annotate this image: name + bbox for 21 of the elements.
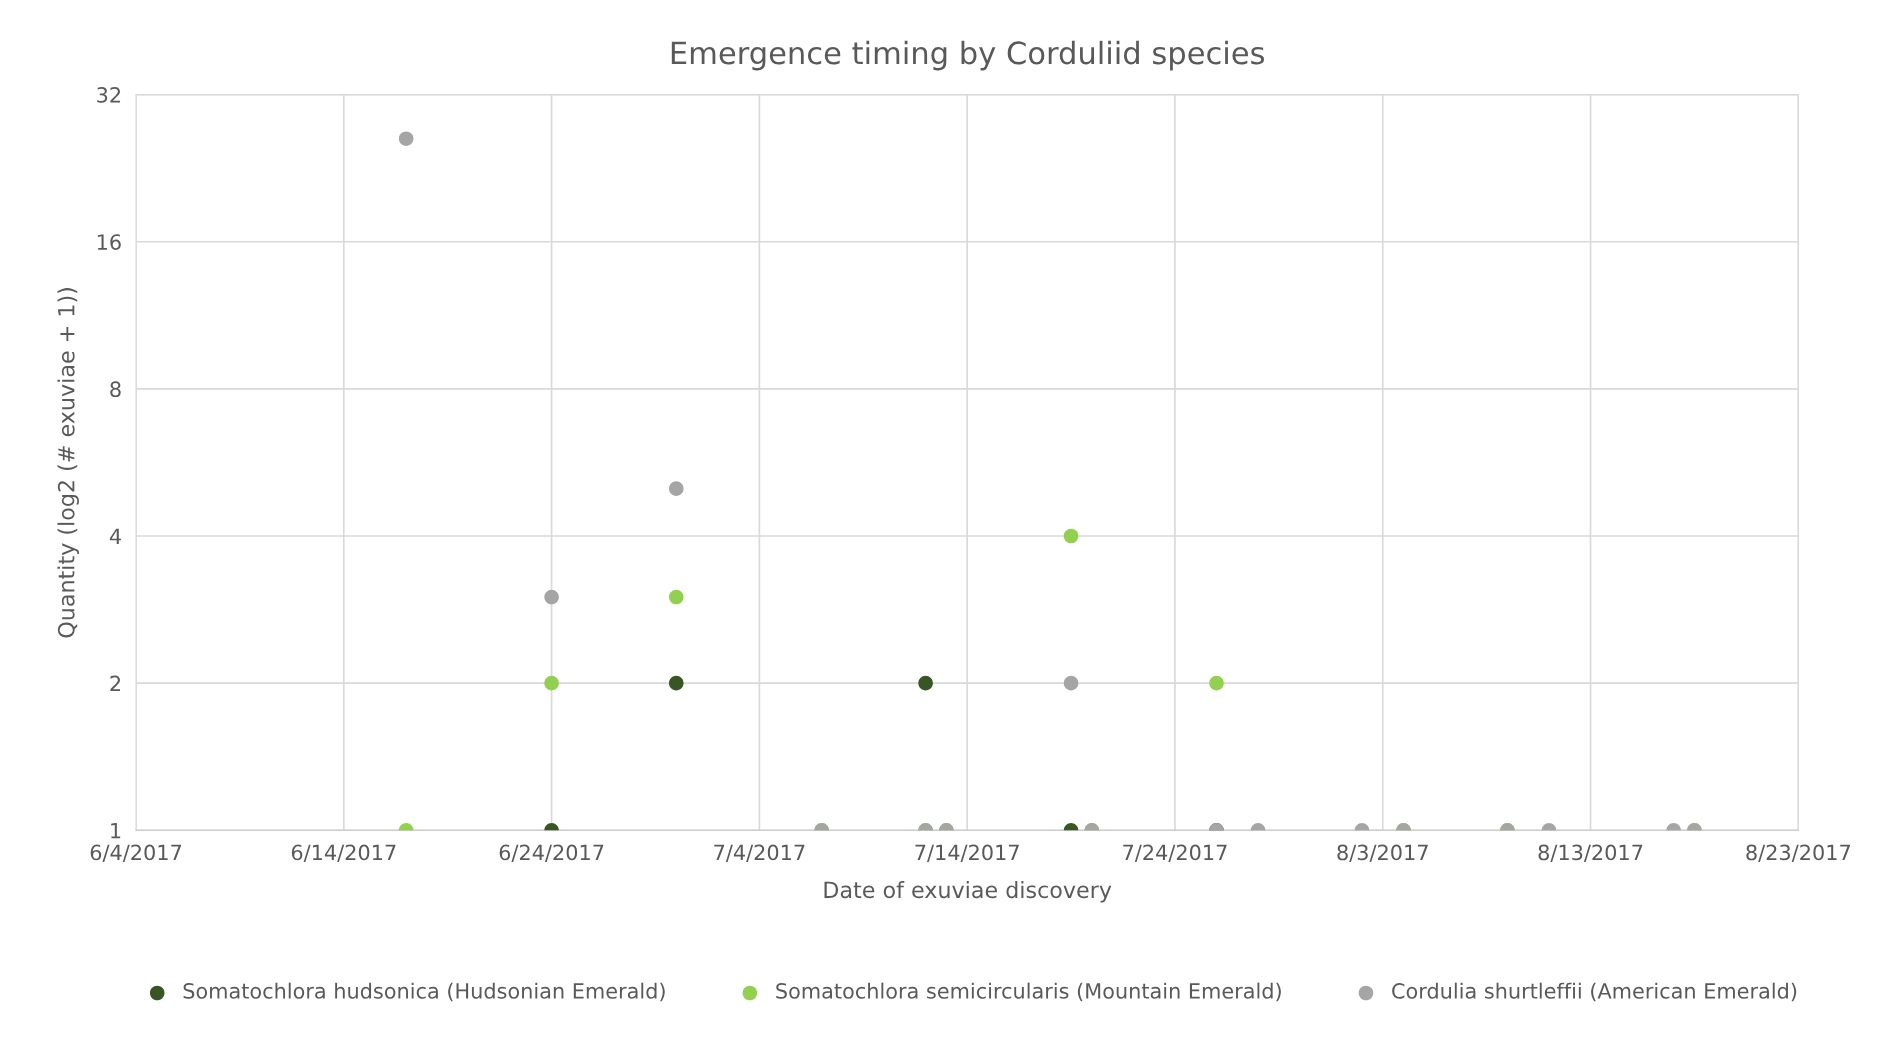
x-tick-label: 8/23/2017 [1746,844,1850,862]
y-tick-label: 1 [111,823,121,839]
x-tick-label: 6/4/2017 [90,844,182,862]
legend-label: Somatochlora hudsonica (Hudsonian Emerald) [183,982,665,1002]
x-tick-label: 6/14/2017 [291,844,396,862]
x-tick-label: 8/13/2017 [1538,844,1643,862]
x-tick-label: 6/24/2017 [499,844,604,862]
y-tick-label: 2 [110,675,121,692]
y-tick-label: 8 [110,381,121,398]
chart-title: Emergence timing by Corduliid species [671,40,1265,71]
x-tick-label: 8/3/2017 [1337,844,1428,862]
y-tick-label: 16 [97,234,121,250]
x-tick-label: 7/14/2017 [915,844,1019,862]
y-tick-label: 32 [97,87,121,103]
x-tick-label: 7/24/2017 [1123,844,1227,862]
x-tick-label: 7/4/2017 [714,844,805,862]
y-tick-label: 4 [109,528,121,544]
legend-label: Somatochlora semicircularis (Mountain Emerald) [776,982,1281,1002]
legend-label: Cordulia shurtleffii (American Emerald) [1392,982,1797,1002]
y-axis-title: Quantity (log2 (# exuviae + 1)) [57,288,79,638]
x-axis-title: Date of exuviae discovery [824,881,1112,903]
